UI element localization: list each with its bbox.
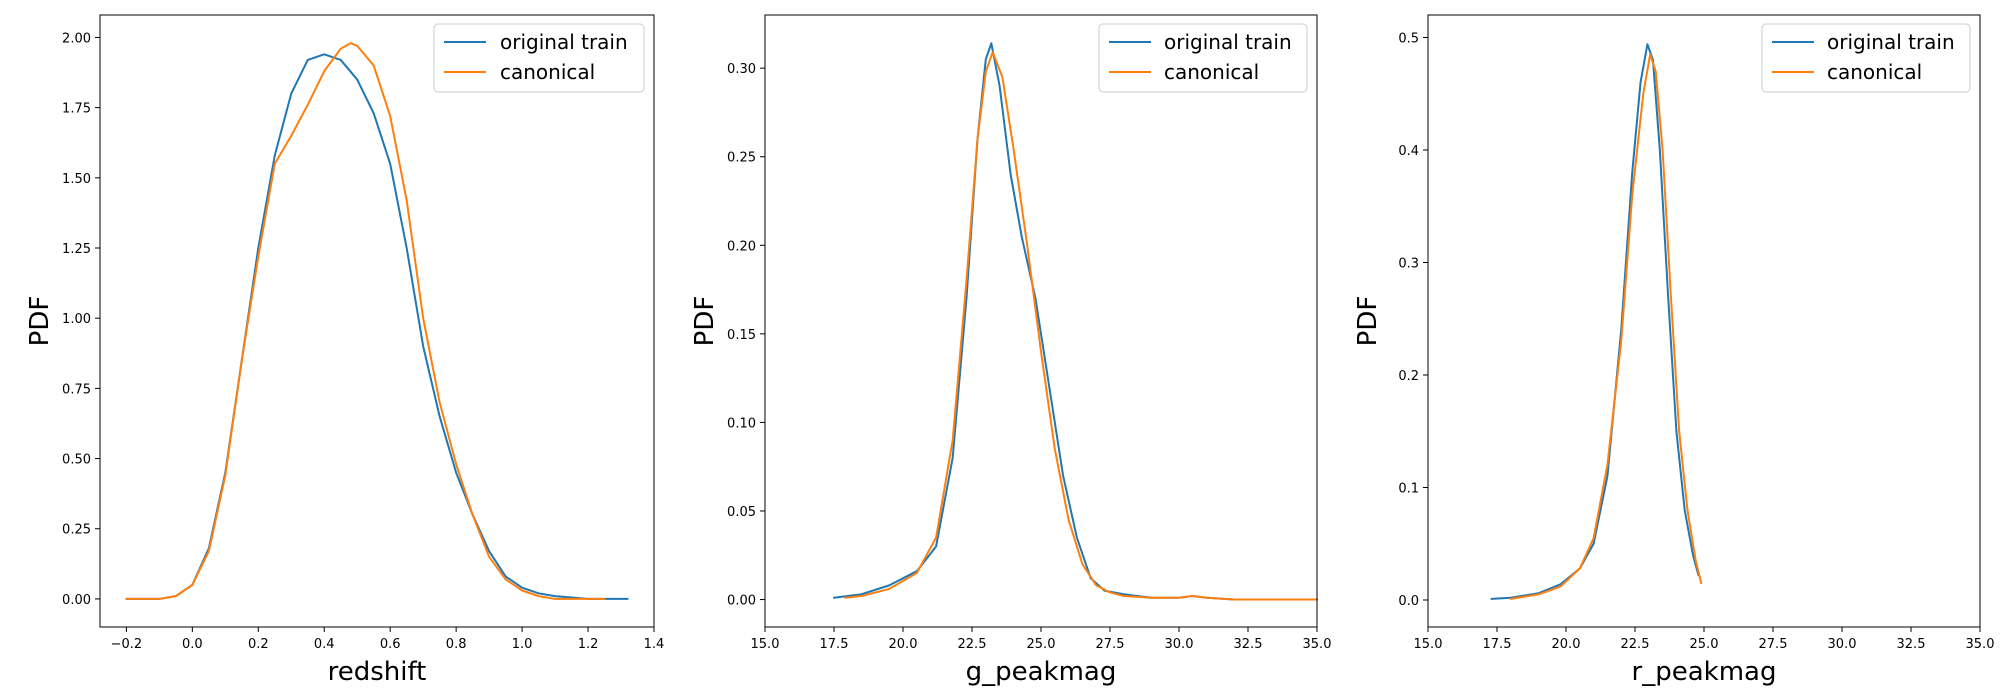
y-axis-label: PDF — [1353, 296, 1383, 347]
y-tick-label: 0.25 — [62, 523, 91, 538]
x-tick-label: 1.4 — [644, 637, 665, 652]
legend-label-canonical: canonical — [500, 60, 595, 84]
legend: original train canonical — [1098, 23, 1308, 93]
panel-redshift: −0.2 0.0 0.2 0.4 0.6 0.8 1.0 1.2 1.4 0.00 0.25 0.5… — [25, 14, 665, 687]
y-axis-ticks: 0.00 0.05 0.10 0.15 0.20 0.25 0.30 — [727, 62, 765, 609]
y-tick-label: 0.4 — [1398, 144, 1419, 159]
y-tick-label: 2.00 — [62, 31, 91, 46]
y-axis-ticks: 0.00 0.25 0.50 0.75 1.00 1.25 1.50 1.75 2.00 — [62, 31, 100, 608]
y-tick-label: 0.00 — [727, 594, 756, 609]
x-tick-label: 0.2 — [248, 637, 269, 652]
series-line-original-train — [1490, 43, 1700, 600]
x-tick-label: 0.4 — [314, 637, 335, 652]
legend-box — [433, 23, 645, 93]
x-tick-label: 20.0 — [889, 637, 918, 652]
x-tick-label: 0.8 — [446, 637, 467, 652]
x-tick-label: 35.0 — [1966, 637, 1995, 652]
legend: original train canonical — [433, 23, 645, 93]
y-tick-label: 0.30 — [727, 62, 756, 77]
x-tick-label: 30.0 — [1828, 637, 1857, 652]
series-lines — [125, 42, 629, 600]
x-tick-label: 0.6 — [380, 637, 401, 652]
x-tick-label: −0.2 — [111, 637, 143, 652]
y-tick-label: 1.00 — [62, 312, 91, 327]
y-tick-label: 0.1 — [1398, 482, 1419, 497]
legend: original train canonical — [1761, 23, 1971, 93]
y-tick-label: 1.75 — [62, 102, 91, 117]
y-tick-label: 0.10 — [727, 416, 756, 431]
y-tick-label: 0.2 — [1398, 369, 1419, 384]
y-axis-label: PDF — [690, 296, 720, 347]
x-axis-ticks: −0.2 0.0 0.2 0.4 0.6 0.8 1.0 1.2 1.4 — [111, 627, 665, 652]
y-tick-label: 0.25 — [727, 151, 756, 166]
series-line-canonical — [125, 42, 606, 600]
legend-label-canonical: canonical — [1164, 60, 1259, 84]
x-axis-label: g_peakmag — [966, 657, 1117, 687]
y-tick-label: 1.50 — [62, 172, 91, 187]
series-line-canonical — [844, 51, 1318, 601]
y-tick-label: 0.05 — [727, 505, 756, 520]
y-axis-label: PDF — [25, 296, 55, 347]
y-tick-label: 0.15 — [727, 328, 756, 343]
x-tick-label: 20.0 — [1552, 637, 1581, 652]
legend-label-original-train: original train — [500, 30, 628, 54]
y-tick-label: 0.20 — [727, 239, 756, 254]
y-tick-label: 0.3 — [1398, 257, 1419, 272]
x-tick-label: 30.0 — [1165, 637, 1194, 652]
x-tick-label: 15.0 — [751, 637, 780, 652]
x-axis-ticks: 15.0 17.5 20.0 22.5 25.0 27.5 30.0 32.5 35.0 — [751, 627, 1332, 652]
x-tick-label: 22.5 — [1621, 637, 1650, 652]
axes-frame — [99, 14, 655, 628]
x-tick-label: 32.5 — [1234, 637, 1263, 652]
x-tick-label: 32.5 — [1897, 637, 1926, 652]
y-axis-ticks: 0.0 0.1 0.2 0.3 0.4 0.5 — [1398, 32, 1428, 609]
y-tick-label: 0.0 — [1398, 594, 1419, 609]
x-tick-label: 25.0 — [1027, 637, 1056, 652]
legend-label-canonical: canonical — [1827, 60, 1922, 84]
y-tick-label: 1.25 — [62, 242, 91, 257]
panel-r-peakmag: 15.0 17.5 20.0 22.5 25.0 27.5 30.0 32.5 35.0 0.0… — [1353, 14, 1995, 687]
x-axis-label: r_peakmag — [1632, 657, 1777, 687]
x-tick-label: 1.2 — [578, 637, 599, 652]
series-line-canonical — [1509, 53, 1703, 600]
legend-label-original-train: original train — [1827, 30, 1955, 54]
x-tick-label: 15.0 — [1414, 637, 1443, 652]
legend-label-original-train: original train — [1164, 30, 1292, 54]
y-tick-label: 0.5 — [1398, 32, 1419, 47]
x-tick-label: 0.0 — [182, 637, 203, 652]
series-lines — [1490, 43, 1703, 600]
x-tick-label: 27.5 — [1759, 637, 1788, 652]
x-tick-label: 17.5 — [820, 637, 849, 652]
x-tick-label: 17.5 — [1483, 637, 1512, 652]
y-tick-label: 0.75 — [62, 382, 91, 397]
y-tick-label: 0.00 — [62, 593, 91, 608]
y-tick-label: 0.50 — [62, 453, 91, 468]
x-axis-ticks: 15.0 17.5 20.0 22.5 25.0 27.5 30.0 32.5 35.0 — [1414, 627, 1995, 652]
x-tick-label: 25.0 — [1690, 637, 1719, 652]
x-tick-label: 22.5 — [958, 637, 987, 652]
x-tick-label: 1.0 — [512, 637, 533, 652]
panel-g-peakmag: 15.0 17.5 20.0 22.5 25.0 27.5 30.0 32.5 35.0 0.0… — [690, 14, 1332, 687]
x-axis-label: redshift — [328, 657, 427, 687]
series-lines — [833, 42, 1318, 601]
x-tick-label: 27.5 — [1096, 637, 1125, 652]
x-tick-label: 35.0 — [1303, 637, 1332, 652]
